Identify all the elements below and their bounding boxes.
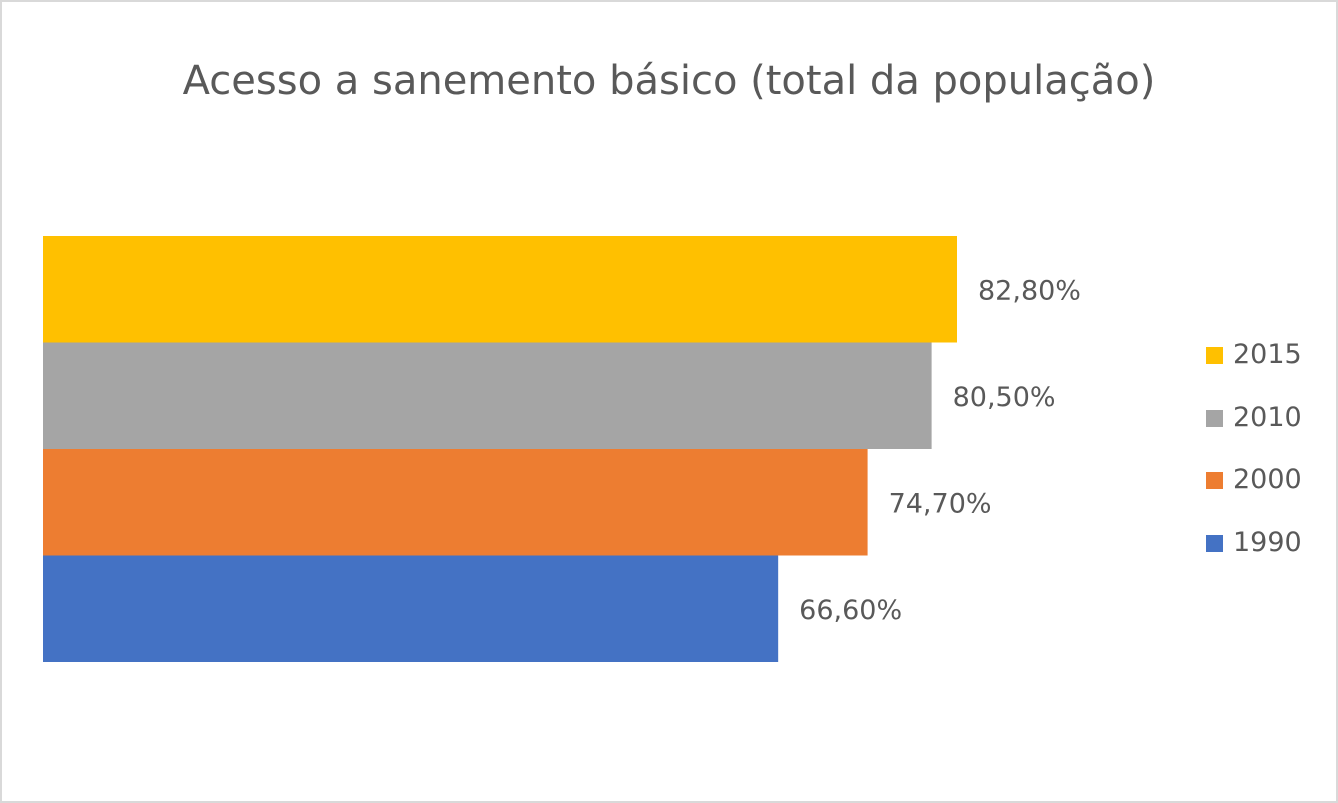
bar-2000	[43, 449, 868, 556]
chart-legend: 2015 2010 2000 1990	[1206, 336, 1302, 586]
data-label-1990: 66,60%	[799, 595, 902, 626]
legend-item-2000: 2000	[1206, 461, 1302, 524]
data-label-2015: 82,80%	[978, 275, 1081, 306]
data-label-2000: 74,70%	[889, 488, 992, 519]
legend-label-2000: 2000	[1233, 464, 1302, 495]
legend-item-2010: 2010	[1206, 399, 1302, 462]
legend-swatch-1990	[1206, 534, 1223, 552]
legend-swatch-2000	[1206, 472, 1223, 489]
legend-label-2015: 2015	[1233, 339, 1302, 370]
data-label-2010: 80,50%	[953, 382, 1056, 413]
bar-2010	[43, 342, 932, 449]
bar-1990	[43, 555, 779, 662]
legend-swatch-2010	[1206, 409, 1223, 427]
chart-title: Acesso a sanemento básico (total da popu…	[182, 58, 1156, 104]
legend-label-2010: 2010	[1233, 401, 1302, 433]
legend-label-1990: 1990	[1233, 526, 1302, 558]
bar-2015	[43, 236, 957, 343]
legend-item-2015: 2015	[1206, 336, 1302, 399]
legend-swatch-2015	[1206, 347, 1223, 364]
legend-item-1990: 1990	[1206, 524, 1302, 587]
